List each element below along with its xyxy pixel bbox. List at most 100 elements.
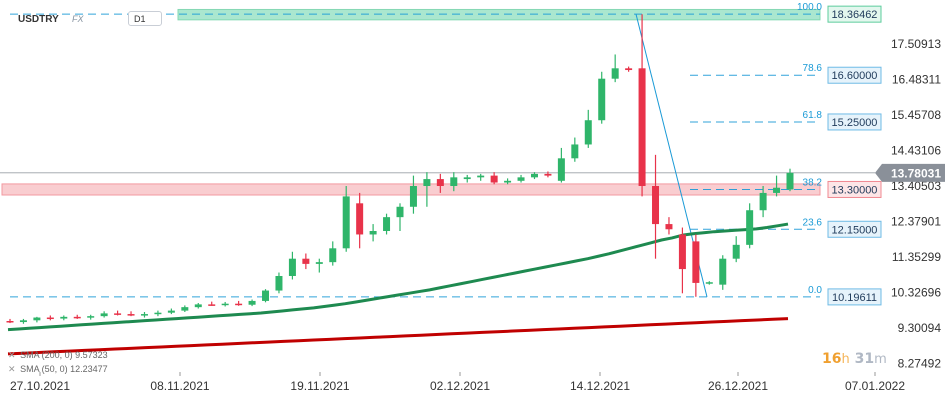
candle-body <box>705 282 713 284</box>
candle-body <box>248 300 256 305</box>
candle-body <box>33 317 41 321</box>
candle-body <box>746 210 754 245</box>
candle-body <box>235 303 243 306</box>
candle-body <box>288 258 296 276</box>
current-price-tag <box>875 163 945 182</box>
candle-body <box>504 180 512 183</box>
candle-body <box>544 173 552 176</box>
candle <box>705 281 713 285</box>
price-tag-box <box>827 66 882 84</box>
countdown-minutes: 31 <box>854 351 875 367</box>
candle-body <box>127 314 135 316</box>
candle <box>356 192 364 249</box>
sma50-line <box>7 222 789 332</box>
candle <box>477 173 485 181</box>
candle <box>786 168 794 192</box>
candle-body <box>46 317 54 320</box>
legend-sma200-label: SMA (200, 0) 9.57323 <box>20 350 108 360</box>
symbol-label[interactable]: USDTRY <box>18 14 59 25</box>
candle <box>423 172 431 207</box>
legend-sma200[interactable]: ✕ SMA (200, 0) 9.57323 <box>8 350 108 361</box>
candle-countdown: 16h 31m <box>822 351 887 367</box>
candle-body <box>557 158 565 181</box>
candle-body <box>87 316 95 318</box>
price-axis-label: 13.40503 <box>891 179 941 193</box>
price-tag-value: 10.19611 <box>832 292 877 304</box>
candle <box>719 255 727 290</box>
candle <box>369 224 377 242</box>
candle <box>409 175 417 214</box>
candle-body <box>154 312 162 315</box>
candle <box>221 301 229 307</box>
candle-body <box>773 187 781 193</box>
price-tag-value: 18.36462 <box>832 9 878 21</box>
candle <box>114 310 122 316</box>
time-axis-label: 19.11.2021 <box>290 379 349 393</box>
price-tag-box <box>827 288 882 306</box>
close-icon[interactable]: ✕ <box>8 364 16 374</box>
candle-body <box>732 244 740 259</box>
candle <box>315 258 323 273</box>
candle <box>773 175 781 197</box>
candle <box>6 318 14 324</box>
candle <box>396 203 404 231</box>
candle-body <box>530 173 538 178</box>
candle <box>302 253 310 270</box>
fib-label: 100.0 <box>797 2 822 13</box>
candle <box>611 54 619 83</box>
candle-body <box>369 231 377 235</box>
price-axis-label: 17.50913 <box>891 37 941 51</box>
legend-sma50[interactable]: ✕ SMA (50, 0) 12.23477 <box>8 364 108 375</box>
candle <box>598 71 606 124</box>
candle <box>463 174 471 183</box>
candle-body <box>450 177 458 186</box>
candle <box>19 318 27 324</box>
candle-body <box>571 144 579 159</box>
current-price-value: 13.78031 <box>891 166 941 180</box>
candle-body <box>140 314 148 316</box>
price-axis-label: 16.48311 <box>892 72 941 86</box>
candle-body <box>221 303 229 306</box>
candle <box>181 305 189 312</box>
candle <box>759 186 767 218</box>
price-axis-label: 15.45708 <box>891 108 941 122</box>
candle <box>436 173 444 193</box>
countdown-minutes-unit: m <box>874 352 887 367</box>
candle <box>665 217 673 235</box>
candle-body <box>275 276 283 291</box>
candle-body <box>181 307 189 311</box>
candle <box>194 303 202 309</box>
candle-body <box>73 316 81 319</box>
candle <box>329 241 337 266</box>
candle-body <box>692 241 700 283</box>
candle-body <box>315 262 323 264</box>
candle-body <box>517 177 525 181</box>
candle <box>490 172 498 185</box>
time-axis-label: 26.12.2021 <box>708 379 768 393</box>
candle-body <box>786 172 794 190</box>
time-axis-label: 27.10.2021 <box>10 379 70 393</box>
price-axis-label: 14.43106 <box>891 143 941 157</box>
candle-body <box>652 186 660 225</box>
candle <box>140 312 148 318</box>
candle <box>383 213 391 235</box>
candle-body <box>598 78 606 121</box>
price-tag-box <box>827 220 882 238</box>
candle-body <box>638 68 646 186</box>
candle-body <box>356 203 364 235</box>
price-tag-box <box>827 113 882 131</box>
fib-label: 0.0 <box>808 285 822 296</box>
candle <box>235 300 243 306</box>
candle-body <box>436 179 444 186</box>
time-axis-label: 08.11.2021 <box>150 379 209 393</box>
candle-body <box>396 206 404 218</box>
candle <box>87 314 95 320</box>
candle-body <box>463 177 471 180</box>
candle-body <box>625 68 633 71</box>
close-icon[interactable]: ✕ <box>8 350 16 360</box>
price-tag-value: 12.15000 <box>832 224 878 236</box>
candle <box>342 186 350 252</box>
timeframe-select[interactable]: D1 <box>128 11 162 26</box>
zone-resistance <box>177 8 821 21</box>
